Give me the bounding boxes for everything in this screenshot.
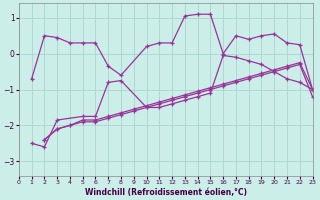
X-axis label: Windchill (Refroidissement éolien,°C): Windchill (Refroidissement éolien,°C) xyxy=(85,188,247,197)
